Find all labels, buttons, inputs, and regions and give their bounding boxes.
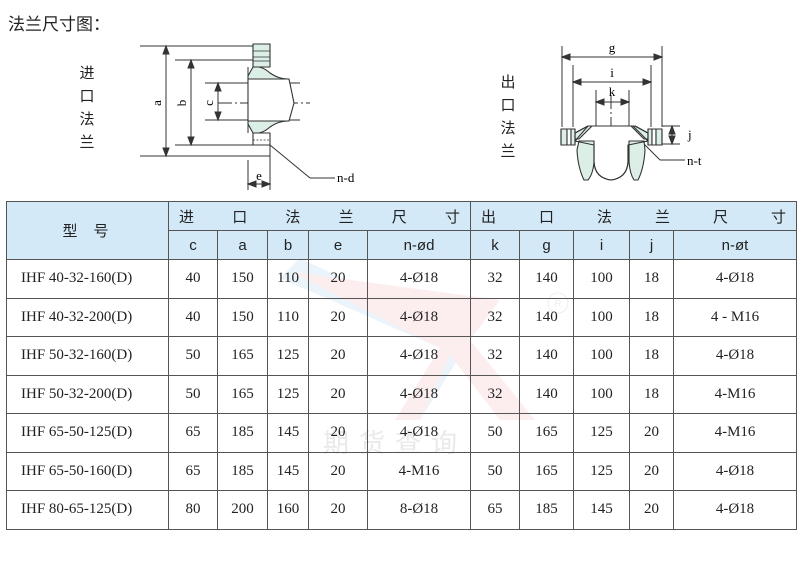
svg-text:c: c: [201, 100, 216, 106]
svg-text:g: g: [609, 40, 616, 55]
svg-text:e: e: [256, 168, 262, 183]
svg-text:i: i: [610, 65, 614, 80]
svg-text:n-d: n-d: [337, 170, 355, 185]
svg-text:k: k: [609, 84, 616, 99]
svg-text:j: j: [687, 127, 692, 142]
svg-text:b: b: [174, 100, 189, 107]
svg-text:n-t: n-t: [687, 153, 702, 168]
svg-text:a: a: [149, 100, 164, 106]
